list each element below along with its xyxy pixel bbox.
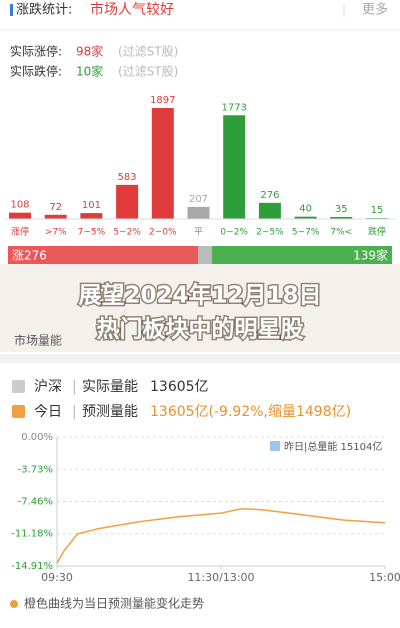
bar-value: 101 xyxy=(82,200,101,211)
forecast-value: 13605亿(-9.92%,缩量1498亿) xyxy=(150,404,351,420)
limit-down-label: 实际跌停: xyxy=(10,64,62,79)
more-link[interactable]: 更多 xyxy=(362,2,388,18)
bar xyxy=(187,206,210,219)
header-label: 涨跌统计: xyxy=(16,2,72,18)
overlay-title: 热门板块中的明星股 xyxy=(97,316,304,343)
limit-up-label: 实际涨停: xyxy=(10,44,62,59)
bar-value: 35 xyxy=(335,204,348,215)
line-series xyxy=(56,508,386,564)
note-dot xyxy=(10,600,18,608)
legend-swatch xyxy=(270,441,280,451)
bar xyxy=(294,216,317,219)
bar-value: 1897 xyxy=(150,95,175,106)
bar-category: 7~5% xyxy=(78,228,106,238)
legend-label: 昨日|总量能 15104亿 xyxy=(284,440,382,453)
pipe: | xyxy=(72,379,77,395)
forecast-icon xyxy=(12,405,25,418)
bar xyxy=(44,214,67,219)
pipe: | xyxy=(72,404,77,420)
mood: 市场人气较好 xyxy=(90,1,174,18)
limit-up-count: 98家 xyxy=(76,44,103,59)
header-icon xyxy=(10,4,13,16)
limit-down-count: 10家 xyxy=(76,64,103,79)
bar-value: 15 xyxy=(371,205,384,216)
bar xyxy=(80,213,103,219)
overlay-band xyxy=(0,264,400,352)
ratio-left: 涨276 xyxy=(12,248,47,263)
overlay-title: 展望2024年12月18日 xyxy=(78,282,321,309)
y-tick-label: -7.46% xyxy=(18,497,53,508)
y-tick-label: -14.91% xyxy=(11,561,53,572)
y-tick-label: -11.18% xyxy=(11,529,53,540)
ratio-up xyxy=(8,246,198,264)
bar-value: 108 xyxy=(10,200,29,211)
forecast-day: 今日 xyxy=(34,404,62,420)
ratio-right: 139家 xyxy=(353,248,388,263)
ratio-down xyxy=(212,246,392,264)
actual-label: 实际量能 xyxy=(82,379,138,395)
bar-category: 5~2% xyxy=(113,228,141,238)
bar xyxy=(258,202,281,219)
limit-down-note: (过滤ST股) xyxy=(118,65,178,79)
bar xyxy=(116,184,139,219)
actual-market: 沪深 xyxy=(34,379,62,395)
bar-category: 涨停 xyxy=(11,226,29,238)
y-tick-label: 0.00% xyxy=(21,432,53,443)
bar xyxy=(151,108,174,219)
actual-value: 13605亿 xyxy=(150,379,209,395)
bar-value: 276 xyxy=(260,190,279,201)
bar-category: 平 xyxy=(194,227,203,238)
bar-value: 72 xyxy=(49,202,62,213)
actual-icon xyxy=(12,380,25,393)
bar-value: 583 xyxy=(118,172,137,183)
section-gap xyxy=(0,354,400,363)
bar-category: 7%< xyxy=(330,228,352,238)
bar-category: 0~2% xyxy=(220,228,248,238)
bar-value: 40 xyxy=(299,204,312,215)
x-tick-label: 11:30/13:00 xyxy=(187,571,254,584)
bar-category: 2~5% xyxy=(256,228,284,238)
volume-title: 市场量能 xyxy=(14,333,62,348)
y-tick-label: -3.73% xyxy=(18,464,53,475)
bar-category: 跌停 xyxy=(368,226,386,238)
x-tick-label: 09:30 xyxy=(41,571,73,584)
bar-category: 5~7% xyxy=(292,228,320,238)
bar-category: 2~0% xyxy=(149,228,177,238)
x-tick-label: 15:00 xyxy=(369,571,400,584)
bar-value: 207 xyxy=(189,194,208,205)
limit-up-note: (过滤ST股) xyxy=(118,45,178,59)
bar xyxy=(223,115,246,219)
footnote: 橙色曲线为当日预测量能变化走势 xyxy=(24,596,204,611)
ratio-flat xyxy=(198,246,212,264)
bar-category: >7% xyxy=(45,228,67,238)
bar xyxy=(9,212,31,219)
bar xyxy=(330,216,353,219)
bar-value: 1773 xyxy=(221,102,246,113)
forecast-label: 预测量能 xyxy=(82,404,138,420)
